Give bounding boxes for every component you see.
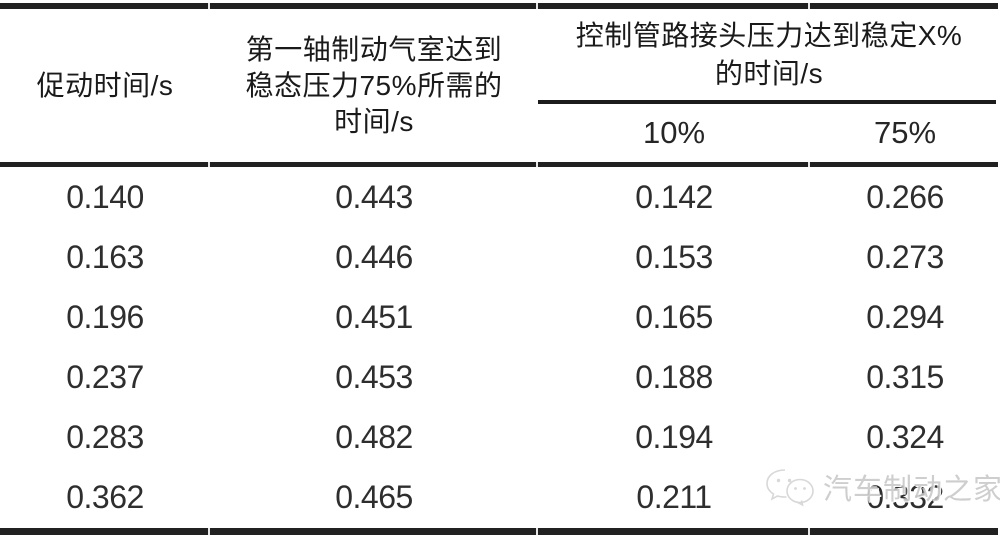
table-cell: 0.315 [866,359,944,396]
border-segment [210,3,536,9]
header-line: 时间/s [334,105,414,137]
table-cell: 0.273 [866,238,944,275]
table-cell: 0.237 [66,359,144,396]
border-gap [208,3,210,9]
border-gap [808,162,810,167]
table-cell: 0.453 [335,359,413,396]
border-segment [538,3,808,9]
border-segment [0,3,208,9]
table-row: 0.362 0.465 0.211 0.332 [0,468,1000,528]
group-subheader-row: 10% 75% [538,104,1000,162]
table-row: 0.237 0.453 0.188 0.315 [0,348,1000,408]
border-segment [538,162,808,167]
table-row: 0.140 0.443 0.142 0.266 [0,167,1000,227]
table-bottom-border [0,528,1000,535]
table-body: 0.140 0.443 0.142 0.266 0.163 0.446 0.153 0.273… [0,167,1000,528]
border-segment [0,528,208,535]
table-cell: 0.266 [866,178,944,215]
border-gap [536,162,538,167]
col-header-first-axle-chamber: 第一轴制动气室达到 稳态压力75%所需的 时间/s [210,9,538,162]
table-cell: 0.140 [66,178,144,215]
col-header-multiline: 第一轴制动气室达到 稳态压力75%所需的 时间/s [245,32,502,140]
table-cell: 0.482 [335,419,413,456]
table-cell: 0.332 [866,479,944,516]
header-body-separator [0,162,1000,167]
header-line: 第一轴制动气室达到 [245,33,503,65]
table-cell: 0.142 [635,178,713,215]
table-cell: 0.165 [635,298,713,335]
table-cell: 0.153 [635,238,713,275]
border-gap [808,3,810,9]
border-segment [538,100,808,104]
border-segment [808,100,996,104]
border-gap [536,3,538,9]
header-line: 稳态压力75%所需的 [245,69,503,101]
border-segment [210,528,536,535]
border-gap [808,528,810,535]
border-gap [536,528,538,535]
header-line: 的时间/s [714,57,824,89]
table-row: 0.163 0.446 0.153 0.273 [0,227,1000,287]
col-header-label: 促动时间/s [36,69,174,101]
header-line: 控制管路接头压力达到稳定X% [575,19,963,51]
border-segment [538,528,808,535]
col-header-10-percent: 10% [642,115,706,150]
table-top-border [0,3,1000,9]
border-gap [208,162,210,167]
col-group-control-line-pressure: 控制管路接头压力达到稳定X% 的时间/s 10% 75% [538,9,1000,162]
table-cell: 0.163 [66,238,144,275]
table-cell: 0.294 [866,298,944,335]
table-cell: 0.446 [335,238,413,275]
border-segment [810,3,998,9]
table-cell: 0.194 [635,419,713,456]
col-header-75-percent: 75% [873,115,937,150]
border-segment [810,528,998,535]
table-cell: 0.196 [66,298,144,335]
col-header-actuation-time: 促动时间/s [0,9,210,162]
table-cell: 0.188 [635,359,713,396]
table-cell: 0.211 [636,479,712,516]
border-segment [810,162,998,167]
table-row: 0.283 0.482 0.194 0.324 [0,408,1000,468]
table-cell: 0.443 [335,178,413,215]
table-cell: 0.451 [335,298,413,335]
table-cell: 0.283 [66,419,144,456]
border-segment [210,162,536,167]
group-header-title: 控制管路接头压力达到稳定X% 的时间/s [538,9,1000,100]
table-row: 0.196 0.451 0.165 0.294 [0,287,1000,347]
border-gap [208,528,210,535]
table-cell: 0.324 [866,419,944,456]
table-header: 促动时间/s 第一轴制动气室达到 稳态压力75%所需的 时间/s 控制管路接头压… [0,9,1000,162]
table-cell: 0.465 [335,479,413,516]
border-segment [0,162,208,167]
group-header-separator [538,100,1000,104]
table-cell: 0.362 [66,479,144,516]
